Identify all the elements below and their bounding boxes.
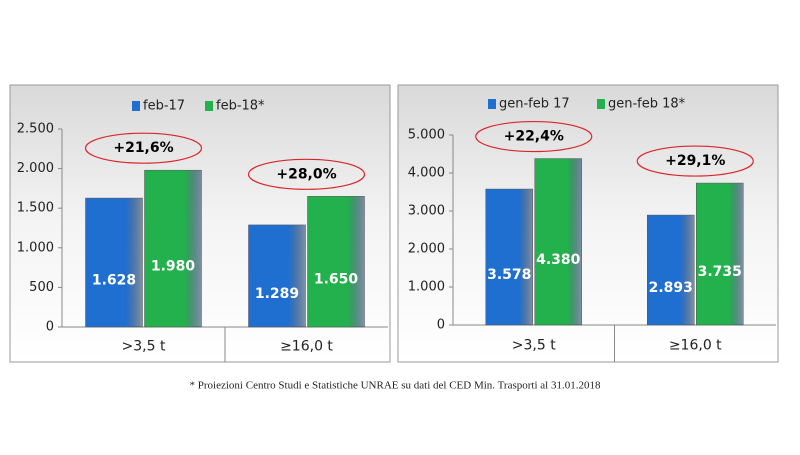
annotation: +29,1% [665, 153, 725, 169]
y-tick-label: 2.000 [17, 161, 54, 176]
y-tick-label: 500 [29, 280, 54, 295]
annotation-ellipse [84, 132, 203, 164]
annotation: +28,0% [276, 166, 336, 182]
bar [696, 182, 744, 326]
bar [307, 196, 365, 328]
footnote: * Proiezioni Centro Studi e Statistiche … [190, 380, 601, 392]
annotation-ellipse [247, 158, 366, 190]
y-tick-label: 1.500 [17, 201, 54, 216]
bar-value-label: 3.735 [698, 264, 742, 280]
y-tick-label: 2.000 [408, 242, 445, 257]
bar [534, 158, 582, 326]
legend-swatch [488, 99, 496, 109]
legend-swatch [205, 101, 213, 111]
y-tick-label: 1.000 [17, 240, 54, 255]
x-tick-label: ≥16,0 t [669, 338, 722, 354]
legend-label: gen-feb 18* [608, 97, 686, 112]
annotation: +22,4% [504, 129, 564, 145]
bar [144, 169, 202, 328]
bar [647, 214, 695, 326]
bar-value-label: 3.578 [487, 267, 531, 283]
bar-value-label: 2.893 [649, 280, 693, 296]
bar-value-label: 1.628 [92, 273, 136, 289]
annotation: +21,6% [113, 140, 173, 156]
bar-value-label: 4.380 [536, 252, 581, 268]
y-tick-label: 2.500 [17, 122, 54, 137]
bar [248, 224, 306, 328]
bar-value-label: 1.980 [151, 259, 196, 275]
bar-value-label: 1.289 [255, 286, 299, 302]
legend-label: feb-17 [143, 99, 185, 114]
legend-label: gen-feb 17 [499, 97, 570, 112]
bar [85, 197, 143, 328]
bar [485, 188, 533, 326]
y-tick-label: 4.000 [408, 166, 445, 181]
legend-swatch [597, 99, 605, 109]
y-tick-label: 1.000 [408, 280, 445, 295]
legend-swatch [132, 101, 140, 111]
y-tick-label: 0 [437, 318, 445, 333]
y-tick-label: 0 [46, 320, 54, 335]
bar-value-label: 1.650 [314, 272, 359, 288]
legend-label: feb-18* [216, 99, 265, 114]
x-tick-label: >3,5 t [122, 339, 166, 355]
x-tick-label: >3,5 t [512, 338, 556, 354]
y-tick-label: 3.000 [408, 204, 445, 219]
y-tick-label: 5.000 [408, 128, 445, 143]
annotation-ellipse [475, 120, 593, 153]
annotation-ellipse [636, 145, 754, 177]
x-tick-label: ≥16,0 t [280, 339, 333, 355]
